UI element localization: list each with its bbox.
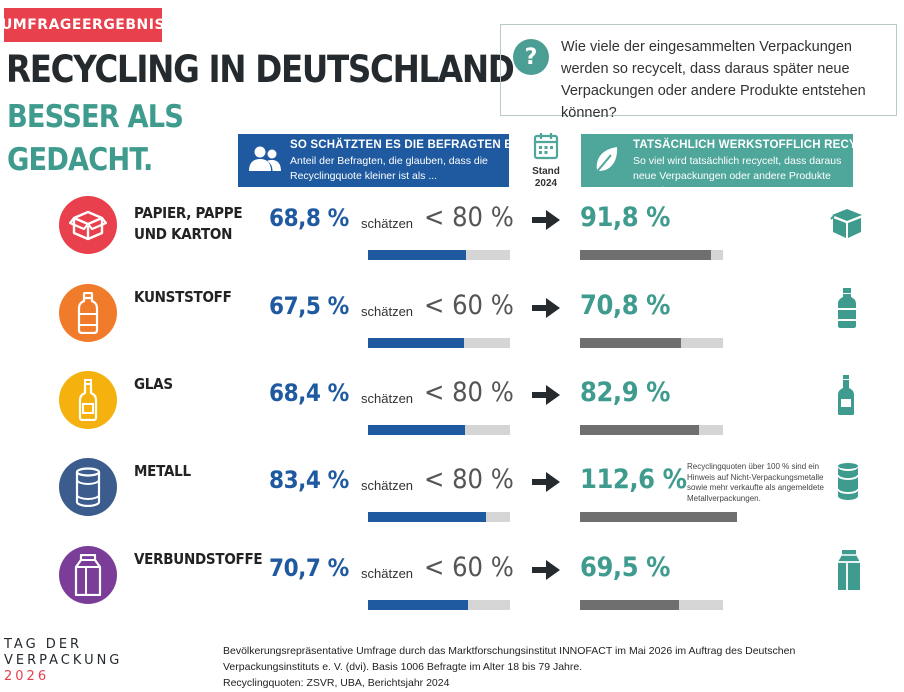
actual-value: 69,5 % bbox=[580, 552, 671, 583]
category-row: PAPIER, PAPPE UND KARTON 68,8 % schätzen < 8… bbox=[0, 196, 904, 287]
estimate-header-subtitle: Anteil der Befragten, die glauben, dass … bbox=[290, 155, 488, 182]
brand-logo: TAG DER VERPACKUNG 2026 bbox=[4, 637, 122, 685]
can-icon bbox=[73, 467, 103, 507]
estimate-bar bbox=[368, 338, 464, 348]
threshold-value: < 80 % bbox=[424, 377, 514, 408]
category-label: VERBUNDSTOFFE bbox=[134, 550, 263, 568]
category-row: GLAS 68,4 % schätzen < 80 % 82,9 % bbox=[0, 371, 904, 462]
estimate-bar-track bbox=[368, 338, 510, 348]
estimate-value: 70,7 % bbox=[269, 554, 349, 582]
actual-bar-track bbox=[580, 512, 738, 522]
footer-source: Bevölkerungsrepräsentative Umfrage durch… bbox=[223, 643, 863, 691]
category-row: METALL 83,4 % schätzen < 80 % 112,6 % bbox=[0, 458, 904, 549]
stand-text-line1: Stand bbox=[532, 166, 560, 177]
estimate-header: SO SCHÄTZTEN ES DIE BEFRAGTEN EIN Anteil… bbox=[238, 134, 524, 187]
category-row: KUNSTSTOFF 67,5 % schätzen < 60 % 70,8 % bbox=[0, 284, 904, 375]
actual-bar bbox=[580, 600, 680, 610]
arrow-right-icon bbox=[532, 210, 560, 230]
estimate-bar-track bbox=[368, 250, 510, 260]
stand-text-line2: 2024 bbox=[534, 178, 558, 189]
category-label: PAPIER, PAPPE UND KARTON bbox=[134, 203, 243, 245]
calendar-icon bbox=[533, 133, 559, 160]
threshold-value: < 80 % bbox=[424, 464, 514, 495]
arrow-right-icon bbox=[532, 472, 560, 492]
estimate-value: 83,4 % bbox=[269, 466, 349, 494]
people-icon bbox=[249, 146, 281, 171]
threshold-value: < 60 % bbox=[424, 552, 514, 583]
brand-line2: VERPACKUNG bbox=[4, 653, 123, 668]
estimate-verb: schätzen bbox=[361, 216, 414, 231]
question-mark-icon: ? bbox=[513, 39, 549, 75]
category-label-line1: PAPIER, PAPPE bbox=[134, 204, 243, 222]
estimate-value: 67,5 % bbox=[269, 292, 349, 320]
actual-bar bbox=[580, 425, 699, 435]
actual-header-title: TATSÄCHLICH WERKSTOFFLICH RECYCELT bbox=[633, 139, 887, 151]
question-text: Wie viele der eingesammelten Verpackunge… bbox=[561, 39, 866, 121]
glass-bottle-icon bbox=[837, 375, 855, 420]
actual-bar-track bbox=[580, 425, 723, 435]
box-icon bbox=[69, 206, 107, 244]
estimate-bar bbox=[368, 512, 487, 522]
actual-header-subtitle: So viel wird tatsächlich recycelt, dass … bbox=[633, 155, 842, 197]
threshold-value: < 80 % bbox=[424, 202, 514, 233]
estimate-header-title: SO SCHÄTZTEN ES DIE BEFRAGTEN EIN bbox=[290, 139, 525, 151]
brand-year: 2026 bbox=[4, 669, 50, 684]
estimate-bar bbox=[368, 250, 466, 260]
arrow-right-icon bbox=[532, 385, 560, 405]
category-icon-circle bbox=[59, 196, 117, 254]
estimate-verb: schätzen bbox=[361, 566, 414, 581]
estimate-value: 68,4 % bbox=[269, 379, 349, 407]
carton-icon bbox=[74, 554, 102, 596]
subtitle-line2: GEDACHT. bbox=[7, 142, 153, 178]
arrow-right-icon bbox=[532, 298, 560, 318]
threshold-value: < 60 % bbox=[424, 290, 514, 321]
actual-value: 91,8 % bbox=[580, 202, 671, 233]
estimate-value: 68,8 % bbox=[269, 204, 349, 232]
category-label: KUNSTSTOFF bbox=[134, 288, 232, 306]
arrow-right-icon bbox=[532, 560, 560, 580]
actual-value: 112,6 % bbox=[580, 464, 687, 495]
estimate-verb: schätzen bbox=[361, 304, 414, 319]
actual-bar-track bbox=[580, 250, 723, 260]
category-icon-circle bbox=[59, 458, 117, 516]
stand-label: Stand 2024 bbox=[528, 132, 564, 189]
subtitle-line1: BESSER ALS bbox=[7, 99, 184, 135]
actual-bar-track bbox=[580, 600, 723, 610]
estimate-bar bbox=[368, 425, 466, 435]
box-icon bbox=[830, 207, 864, 244]
category-row: VERBUNDSTOFFE 70,7 % schätzen < 60 % 69,5 % bbox=[0, 546, 904, 637]
actual-bar-track bbox=[580, 338, 723, 348]
actual-value: 70,8 % bbox=[580, 290, 671, 321]
question-box: ? Wie viele der eingesammelten Verpackun… bbox=[500, 24, 897, 121]
actual-header: TATSÄCHLICH WERKSTOFFLICH RECYCELT So vi… bbox=[581, 134, 887, 197]
category-label: METALL bbox=[134, 462, 191, 480]
category-icon-circle bbox=[59, 284, 117, 342]
category-icon-circle bbox=[59, 546, 117, 604]
actual-bar bbox=[580, 338, 682, 348]
can-icon bbox=[837, 462, 859, 505]
estimate-bar-track bbox=[368, 512, 510, 522]
plastic-bottle-icon bbox=[837, 288, 857, 333]
estimate-verb: schätzen bbox=[361, 391, 414, 406]
survey-badge: UMFRAGEERGEBNIS bbox=[1, 8, 165, 42]
metal-footnote: Recyclingquoten über 100 % sind ein Hinw… bbox=[687, 462, 824, 503]
estimate-bar-track bbox=[368, 600, 510, 610]
estimate-bar bbox=[368, 600, 469, 610]
plastic-bottle-icon bbox=[75, 292, 101, 334]
brand-line1: TAG DER bbox=[4, 637, 83, 652]
category-icon-circle bbox=[59, 371, 117, 429]
survey-source: Bevölkerungsrepräsentative Umfrage durch… bbox=[223, 645, 796, 673]
page-title: RECYCLING IN DEUTSCHLAND bbox=[6, 48, 515, 91]
glass-bottle-icon bbox=[76, 379, 100, 421]
actual-bar bbox=[580, 250, 712, 260]
actual-value: 82,9 % bbox=[580, 377, 671, 408]
estimate-verb: schätzen bbox=[361, 478, 414, 493]
leaf-icon bbox=[594, 147, 618, 175]
estimate-bar-track bbox=[368, 425, 510, 435]
carton-icon bbox=[837, 550, 861, 595]
category-label: GLAS bbox=[134, 375, 173, 393]
actual-bar bbox=[580, 512, 738, 522]
recycling-source: Recyclingquoten: ZSVR, UBA, Berichtsjahr… bbox=[223, 677, 450, 689]
category-label-line2: UND KARTON bbox=[134, 225, 233, 243]
